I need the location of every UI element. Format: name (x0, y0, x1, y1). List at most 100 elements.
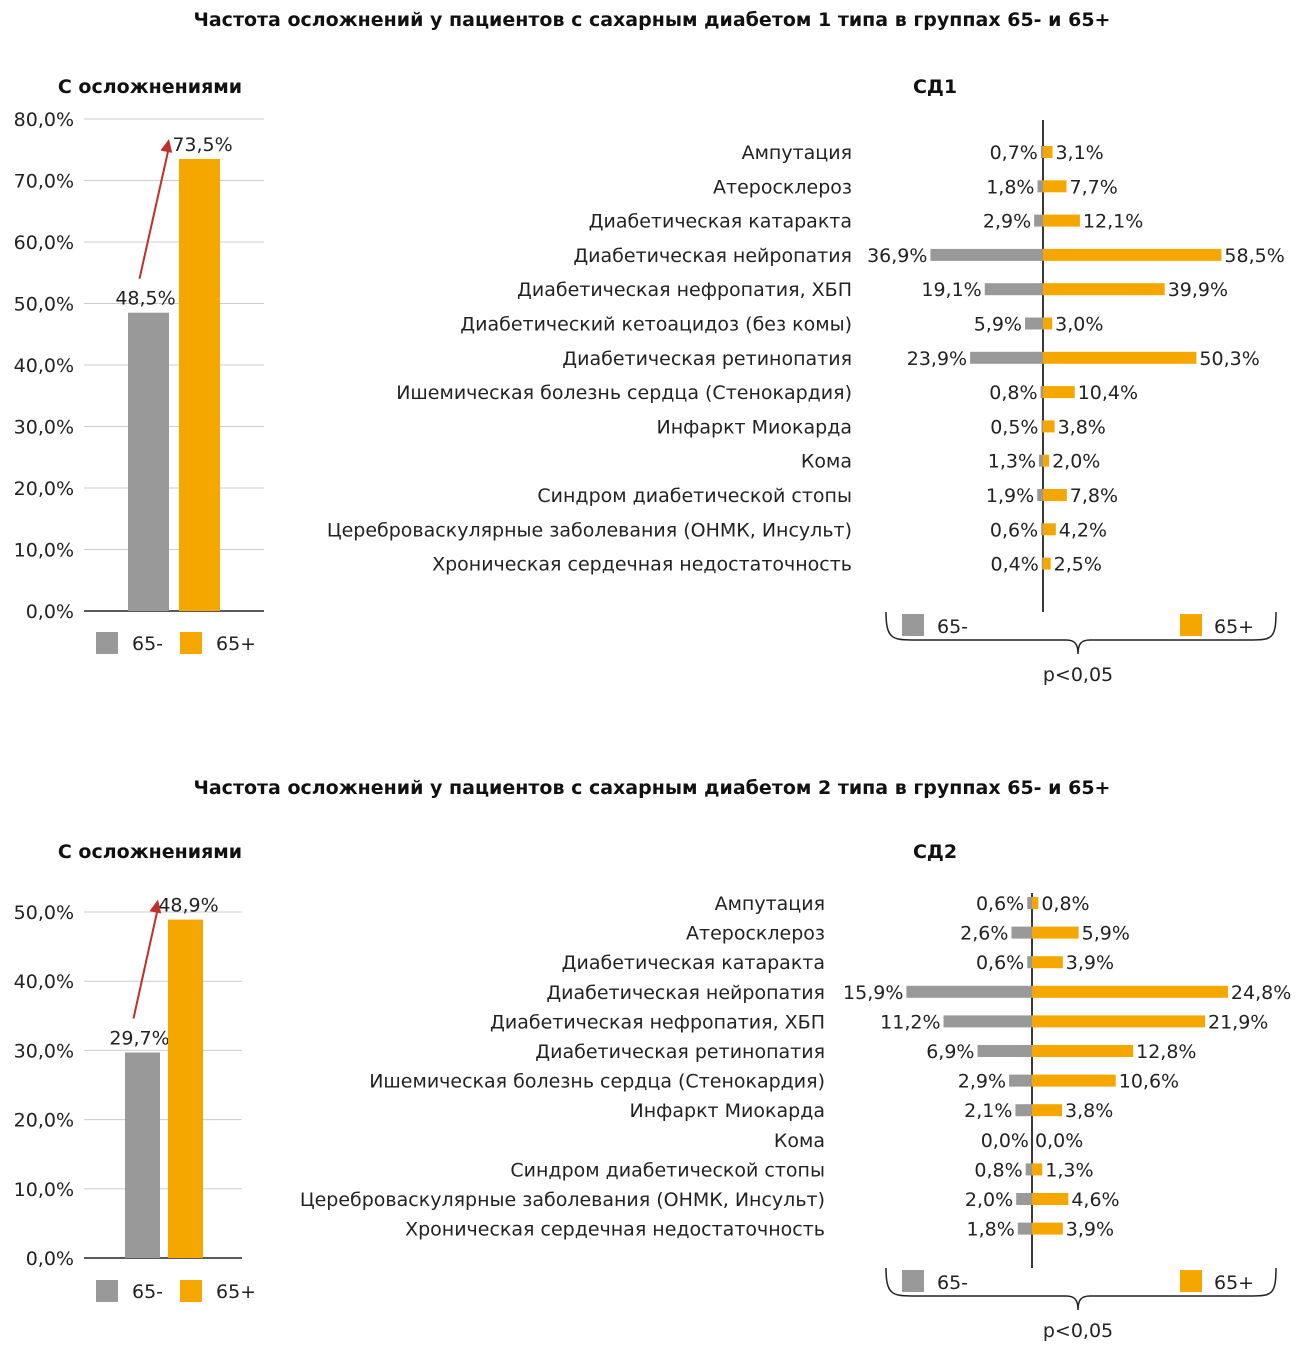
value-label-65-minus: 2,9% (958, 1071, 1006, 1093)
grouping-brace (885, 1267, 1277, 1311)
y-tick-label: 70,0% (14, 171, 74, 193)
value-label-65-minus: 0,4% (990, 554, 1038, 576)
value-label-65-minus: 2,1% (964, 1100, 1012, 1122)
category-label: Хроническая сердечная недостаточность (405, 1219, 825, 1241)
value-label-65-minus: 0,6% (976, 893, 1024, 915)
y-tick-label: 30,0% (14, 1040, 74, 1062)
value-label-65-minus: 0,8% (974, 1159, 1022, 1181)
value-label-65-plus: 3,0% (1055, 314, 1103, 336)
value-label-65-minus: 6,9% (926, 1041, 974, 1063)
bar-65-plus (1043, 454, 1050, 467)
bar-65-minus (1040, 146, 1043, 158)
value-label-65-minus: 1,8% (966, 1219, 1014, 1241)
bar-65-plus (1032, 1045, 1134, 1057)
bar-65-minus (930, 248, 1043, 261)
significance-annotation: p<0,05 (1043, 1320, 1113, 1342)
category-label: Диабетическая ретинопатия (562, 348, 852, 370)
legend-label: 65- (132, 1281, 163, 1303)
category-label: Цереброваскулярные заболевания (ОНМК, Ин… (327, 519, 852, 541)
bar-65-plus (1043, 146, 1053, 158)
bar-65-plus (1043, 283, 1165, 296)
category-label: Инфаркт Миокарда (630, 1100, 826, 1122)
value-label-65-plus: 21,9% (1208, 1011, 1268, 1033)
category-label: Инфаркт Миокарда (657, 416, 853, 438)
category-label: Диабетическая нефропатия, ХБП (490, 1011, 825, 1033)
legend-label: 65- (937, 616, 968, 638)
value-label-65-plus: 1,3% (1045, 1159, 1093, 1181)
sd2-summary-chart: 0,0% 10,0% 20,0% 30,0% 40,0% 50,0% 29,7% 48,9% 6… (14, 895, 256, 1303)
category-label: Диабетическая катаракта (589, 211, 852, 233)
bar-65-minus (1034, 214, 1043, 227)
bar-65-minus (1025, 1163, 1032, 1176)
bar-value-label: 48,9% (158, 895, 218, 917)
bar-65-plus (1032, 956, 1063, 969)
category-label: Ишемическая болезнь сердца (Стенокардия) (396, 382, 852, 404)
value-label-65-minus: 0,6% (990, 519, 1038, 541)
value-label-65-plus: 3,8% (1058, 416, 1106, 438)
bar-65- (125, 1052, 160, 1258)
category-label: Диабетическая нефропатия, ХБП (517, 279, 852, 301)
legend-swatch-65-plus (1180, 614, 1202, 636)
value-label-65-plus: 2,0% (1052, 451, 1100, 473)
bar-65-minus (1015, 1104, 1032, 1117)
category-label: Синдром диабетической стопы (510, 1159, 825, 1181)
value-label-65-minus: 2,0% (965, 1189, 1013, 1211)
value-label-65-plus: 39,9% (1168, 279, 1228, 301)
bar-65-minus (1009, 1074, 1032, 1087)
legend-swatch-65-minus (902, 614, 924, 636)
bar-65-plus (1043, 180, 1067, 193)
bar-65-plus (1043, 248, 1222, 261)
value-label-65-plus: 7,7% (1069, 176, 1117, 198)
trend-arrow-head (160, 138, 173, 153)
category-label: Ишемическая болезнь сердца (Стенокардия) (369, 1071, 825, 1093)
value-label-65-plus: 0,0% (1035, 1130, 1083, 1152)
bar-65-plus (1032, 1104, 1063, 1117)
value-label-65-minus: 0,6% (976, 952, 1024, 974)
sd1-detail-chart: Ампутация 0,7% 3,1% Атеросклероз 1,8% 7,7% Диа… (327, 120, 1285, 686)
bar-65-minus (977, 1045, 1032, 1057)
bar-65-minus (1027, 897, 1032, 909)
bar-65+ (179, 158, 220, 611)
value-label-65-plus: 12,8% (1136, 1041, 1196, 1063)
value-label-65-minus: 2,9% (983, 211, 1031, 233)
value-label-65-plus: 0,8% (1041, 893, 1089, 915)
legend-swatch-65-minus (902, 1270, 924, 1292)
category-label: Диабетическая ретинопатия (535, 1041, 825, 1063)
legend-label: 65- (937, 1272, 968, 1294)
bar-value-label: 73,5% (172, 134, 232, 156)
value-label-65-plus: 3,8% (1065, 1100, 1113, 1122)
section-1-title: Частота осложнений у пациентов с сахарны… (194, 9, 1111, 31)
category-label: Ампутация (715, 893, 825, 915)
bar-65-plus (1032, 1015, 1206, 1028)
legend-label: 65+ (1214, 1272, 1254, 1294)
category-label: Атеросклероз (686, 923, 825, 945)
category-label: Диабетическая катаракта (562, 952, 825, 974)
legend-label: 65+ (1214, 616, 1254, 638)
bar-65-minus (1025, 317, 1043, 330)
bar-65-plus (1043, 557, 1051, 570)
value-label-65-plus: 4,2% (1059, 519, 1107, 541)
value-label-65-minus: 2,6% (960, 923, 1008, 945)
bar-65-plus (1032, 1074, 1116, 1087)
sd1-summary-chart: 0,0% 10,0% 20,0% 30,0% 40,0% 50,0% 60,0% 70,0% 8… (14, 109, 264, 655)
trend-arrow (138, 146, 170, 279)
bar-65-plus (1032, 897, 1039, 909)
legend-swatch-65-plus (1180, 1270, 1202, 1292)
value-label-65-plus: 3,9% (1066, 1219, 1114, 1241)
value-label-65-minus: 15,9% (843, 982, 903, 1004)
y-tick-label: 80,0% (14, 109, 74, 131)
sd2-detail-chart: Ампутация 0,6% 0,8% Атеросклероз 2,6% 5,9% Диа… (300, 893, 1291, 1342)
value-label-65-minus: 1,8% (986, 176, 1034, 198)
bar-65-plus (1043, 386, 1075, 399)
bar-value-label: 29,7% (109, 1027, 169, 1049)
section-2-title: Частота осложнений у пациентов с сахарны… (194, 777, 1111, 799)
bar-65-minus (1039, 454, 1043, 467)
sd2-detail-title: СД2 (913, 841, 957, 863)
bar-65-minus (1017, 1222, 1032, 1235)
category-label: Диабетический кетоацидоз (без комы) (460, 314, 852, 336)
category-label: Синдром диабетической стопы (537, 485, 852, 507)
sd2-summary-subtitle: С осложнениями (58, 841, 242, 863)
legend-label: 65+ (216, 1281, 256, 1303)
y-tick-label: 10,0% (14, 1179, 74, 1201)
y-tick-label: 10,0% (14, 540, 74, 562)
